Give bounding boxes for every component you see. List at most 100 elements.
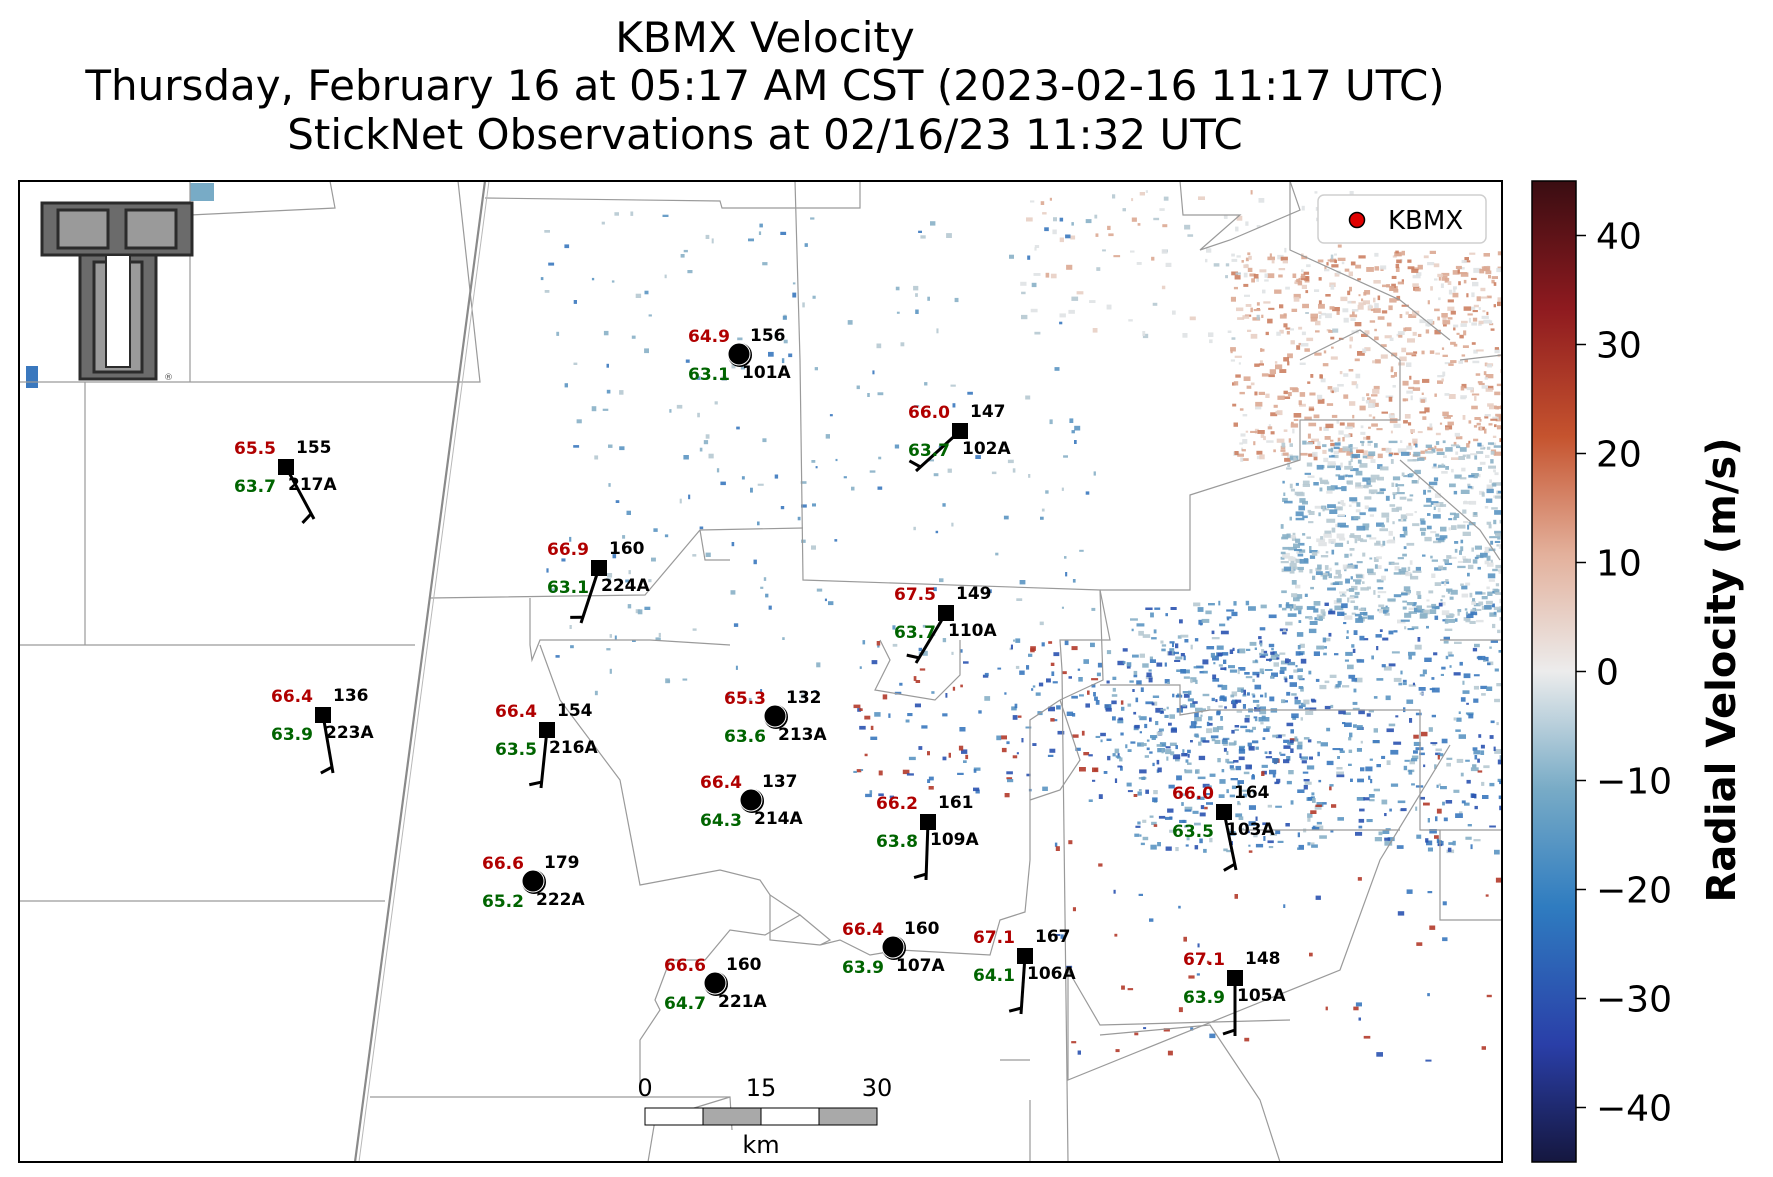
wind-barb <box>1019 955 1027 1015</box>
station-temperature: 66.0 <box>908 403 950 423</box>
station-id: 109A <box>930 830 979 850</box>
radar-velocity-returns <box>26 183 1502 1062</box>
station-110a[interactable]: 67.5 149 63.7 110A <box>894 584 997 664</box>
station-107a[interactable]: 66.4 160 63.9 107A <box>842 919 945 978</box>
kbmx-marker-icon <box>1348 211 1366 229</box>
station-id: 110A <box>948 621 997 641</box>
texas-tech-double-t-logo: ® <box>40 201 194 383</box>
station-pressure: 164 <box>1234 783 1270 803</box>
scale-tick-30: 30 <box>862 1074 893 1102</box>
station-temperature: 65.3 <box>724 689 766 709</box>
station-temperature: 66.6 <box>664 956 706 976</box>
station-id: 222A <box>536 890 585 910</box>
station-temperature: 66.4 <box>842 920 884 940</box>
station-pressure: 160 <box>609 539 645 559</box>
title-line-2: Thursday, February 16 at 05:17 AM CST (2… <box>85 61 1445 110</box>
wind-barb-flag <box>908 459 922 469</box>
wind-barb-flag <box>1223 862 1236 872</box>
station-id: 102A <box>962 439 1011 459</box>
station-marker-square <box>278 459 294 475</box>
colorbar-tick-label: −40 <box>1596 1089 1672 1130</box>
station-dewpoint: 63.8 <box>876 832 918 852</box>
station-pressure: 179 <box>544 853 580 873</box>
station-dewpoint: 64.1 <box>973 966 1015 986</box>
station-temperature: 66.4 <box>495 702 537 722</box>
scale-tick-15: 15 <box>746 1074 777 1102</box>
station-pressure: 148 <box>1245 949 1281 969</box>
title-line-3: StickNet Observations at 02/16/23 11:32 … <box>287 110 1243 159</box>
station-id: 101A <box>742 363 791 383</box>
station-217a[interactable]: 65.5 155 63.7 217A <box>234 438 337 524</box>
map-legend: KBMX <box>1317 194 1487 244</box>
state-boundary <box>353 181 487 1162</box>
station-dewpoint: 63.7 <box>234 477 276 497</box>
station-pressure: 154 <box>557 701 593 721</box>
station-dewpoint: 63.7 <box>894 623 936 643</box>
station-214a[interactable]: 66.4 137 64.3 214A <box>700 772 803 831</box>
station-marker-circle <box>522 870 546 894</box>
station-105a[interactable]: 67.1 148 63.9 105A <box>1183 949 1286 1036</box>
station-marker-circle <box>728 343 752 367</box>
station-pressure: 132 <box>786 688 822 708</box>
station-temperature: 66.2 <box>876 794 918 814</box>
station-dewpoint: 63.5 <box>1172 822 1214 842</box>
station-temperature: 64.9 <box>688 327 730 347</box>
wind-barb <box>579 567 601 624</box>
station-temperature: 65.5 <box>234 439 276 459</box>
station-id: 105A <box>1237 986 1286 1006</box>
station-temperature: 67.1 <box>973 928 1015 948</box>
colorbar: 40 30 20 10 0 −10 −20 −30 −40 Radial Velocity (m… <box>1531 180 1745 1163</box>
station-222a[interactable]: 66.6 179 65.2 222A <box>482 853 585 912</box>
station-dewpoint: 63.5 <box>495 740 537 760</box>
wind-barb <box>1222 811 1238 871</box>
station-marker-square <box>1017 948 1033 964</box>
wind-barb <box>539 729 549 789</box>
station-101a[interactable]: 64.9 156 63.1 101A <box>688 326 791 385</box>
station-102a[interactable]: 66.0 147 63.7 102A <box>908 402 1011 473</box>
station-dewpoint: 63.1 <box>688 365 730 385</box>
station-221a[interactable]: 66.6 160 64.7 221A <box>664 955 767 1014</box>
station-103a[interactable]: 66.0 164 63.5 103A <box>1172 783 1275 872</box>
station-id: 213A <box>778 725 827 745</box>
station-marker-square <box>1216 804 1232 820</box>
stations-layer: 64.9 156 63.1 101A 66.0 147 63.7 102A 65.5 155 63.… <box>234 326 1286 1036</box>
station-216a[interactable]: 66.4 154 63.5 216A <box>495 701 598 789</box>
colorbar-tick-label: 40 <box>1596 217 1642 258</box>
station-marker-square <box>1227 970 1243 986</box>
colorbar-tick-label: 20 <box>1596 435 1642 476</box>
wind-barb-flag <box>528 780 542 787</box>
station-marker-square <box>938 605 954 621</box>
colorbar-gradient <box>1531 180 1577 1163</box>
station-temperature: 67.5 <box>894 585 936 605</box>
station-dewpoint: 63.9 <box>271 725 313 745</box>
station-dewpoint: 63.9 <box>842 958 884 978</box>
station-pressure: 161 <box>938 793 974 813</box>
station-pressure: 167 <box>1035 927 1071 947</box>
station-106a[interactable]: 67.1 167 64.1 106A <box>973 927 1076 1015</box>
station-temperature: 67.1 <box>1183 950 1225 970</box>
station-pressure: 160 <box>726 955 762 975</box>
wind-barb-flag <box>320 765 333 775</box>
legend-label-kbmx: KBMX <box>1388 206 1463 236</box>
station-temperature: 66.6 <box>482 854 524 874</box>
station-id: 224A <box>601 576 650 596</box>
station-temperature: 66.4 <box>271 687 313 707</box>
station-id: 217A <box>288 475 337 495</box>
colorbar-tick-label: 10 <box>1596 544 1642 585</box>
station-213a[interactable]: 65.3 132 63.6 213A <box>724 688 827 747</box>
station-temperature: 66.9 <box>547 540 589 560</box>
wind-barb <box>924 821 930 881</box>
map-area <box>19 181 1502 1162</box>
station-marker-circle <box>704 972 728 996</box>
station-109a[interactable]: 66.2 161 63.8 109A <box>876 793 979 881</box>
wind-barb-flag <box>1222 1028 1236 1036</box>
wind-barb-flag <box>913 872 927 880</box>
station-temperature: 66.4 <box>700 773 742 793</box>
station-223a[interactable]: 66.4 136 63.9 223A <box>271 686 374 775</box>
colorbar-tick-label: −10 <box>1596 762 1672 803</box>
colorbar-tick-label: 30 <box>1596 326 1642 367</box>
station-224a[interactable]: 66.9 160 63.1 224A <box>547 539 650 624</box>
station-marker-square <box>315 707 331 723</box>
wind-barb-flag <box>906 653 920 660</box>
